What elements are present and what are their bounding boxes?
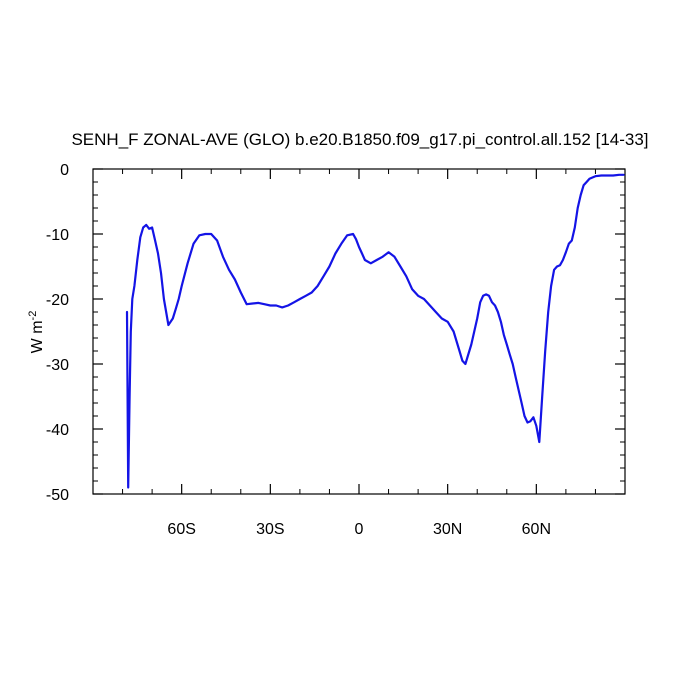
series-layer xyxy=(125,173,625,489)
y-tick-label: -30 xyxy=(46,357,69,374)
plot-frame xyxy=(92,168,626,495)
x-tick-label: 30N xyxy=(433,521,462,538)
series-line xyxy=(125,173,625,489)
x-tick-label: 60S xyxy=(167,521,195,538)
y-axis-unit-exponent: -2 xyxy=(27,311,39,321)
chart-title: SENH_F ZONAL-AVE (GLO) b.e20.B1850.f09_g… xyxy=(71,130,648,149)
y-tick-label: -40 xyxy=(46,422,69,439)
y-tick-label: -10 xyxy=(46,227,69,244)
y-axis-unit: W m xyxy=(29,320,46,353)
y-axis-label: W m-2 xyxy=(27,311,46,354)
x-tick-label: 60N xyxy=(522,521,551,538)
y-tick-label: 0 xyxy=(60,162,69,179)
x-tick-label: 0 xyxy=(355,521,364,538)
y-tick-label: -50 xyxy=(46,487,69,504)
plot-axes: 60S 30S 0 30N 60N 0 -10 -20 -30 -40 -50 xyxy=(46,162,626,538)
y-tick-label: -20 xyxy=(46,292,69,309)
x-tick-label: 30S xyxy=(256,521,284,538)
